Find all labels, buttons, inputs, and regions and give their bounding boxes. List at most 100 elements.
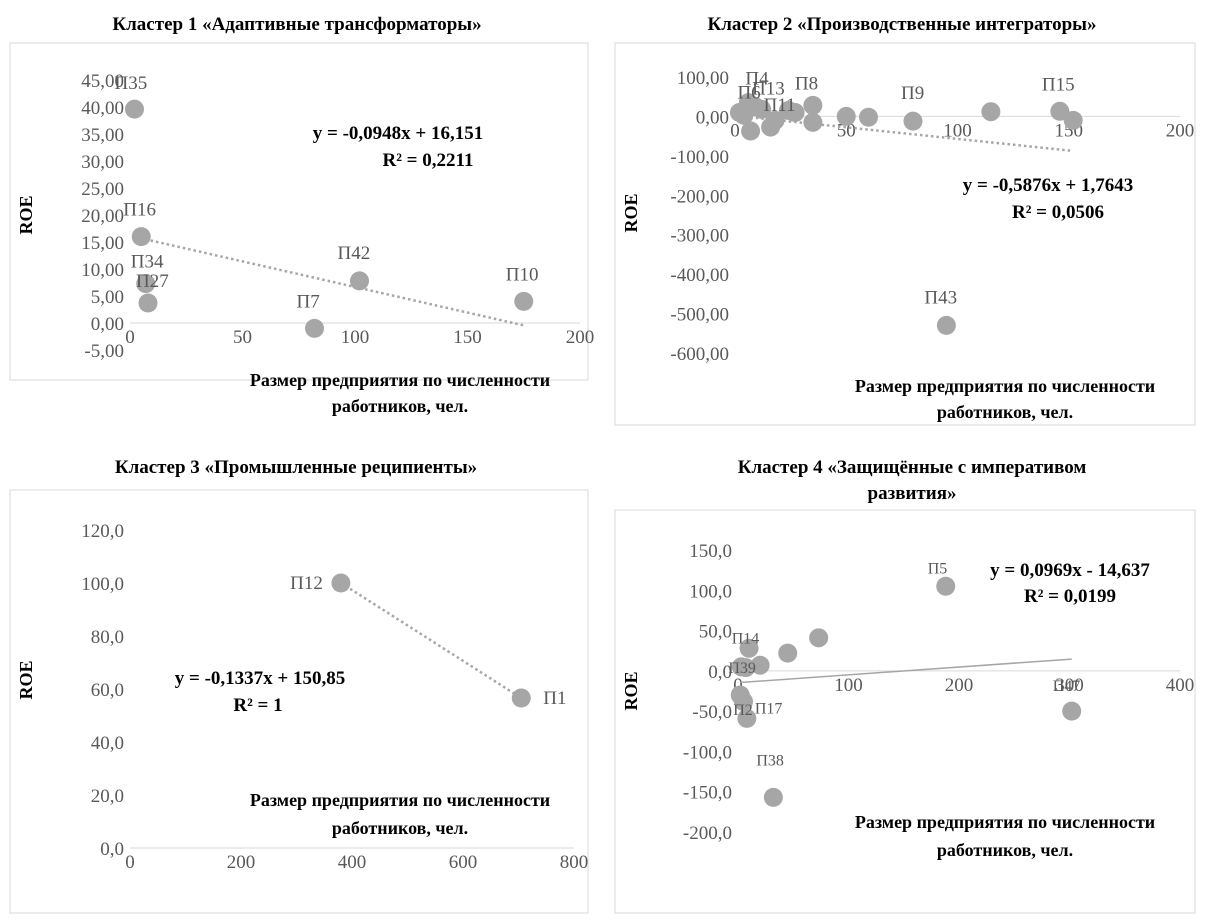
data-point: [803, 112, 823, 132]
y-tick-label: 25,00: [81, 179, 124, 200]
y-tick-label: 20,00: [81, 206, 124, 227]
chart-title: Кластер 4 «Защищённые с императивом разви…: [738, 457, 1087, 504]
point-label: П8: [795, 73, 818, 94]
x-tick-label: 100: [341, 327, 370, 348]
point-label: П1: [543, 688, 566, 709]
data-point: [739, 638, 759, 658]
chart-title-line: Кластер 4 «Защищённые с императивом: [738, 457, 1087, 478]
x-tick-label: 400: [1166, 675, 1195, 696]
y-tick-label: 150,0: [689, 541, 732, 562]
point-label: П38: [756, 752, 784, 769]
point-label: П27: [136, 271, 169, 292]
y-tick-label: -100,00: [670, 147, 729, 168]
data-point: [734, 691, 754, 711]
x-tick-label: 600: [449, 852, 478, 873]
data-point: [836, 106, 856, 126]
x-tick-label: 200: [566, 327, 595, 348]
chart-title: Кластер 1 «Адаптивные трансформаторы»: [112, 14, 481, 35]
data-point: [859, 107, 878, 127]
x-tick-label: 200: [945, 675, 974, 696]
x-tick-label: 0: [125, 327, 135, 348]
y-tick-label: 40,00: [81, 98, 124, 119]
point-label: П11: [764, 95, 796, 116]
data-point: [903, 111, 923, 131]
point-label: П6: [737, 82, 760, 103]
data-point: [1050, 101, 1070, 121]
x-axis-label: Размер предприятия по численности: [855, 376, 1155, 396]
y-tick-label: -200,00: [670, 186, 729, 207]
chart-title-line: развития»: [868, 483, 957, 504]
y-tick-label: 45,00: [81, 71, 124, 92]
y-tick-label: 60,0: [91, 680, 124, 701]
chart-title: Кластер 3 «Промышленные реципиенты»: [115, 457, 477, 478]
x-tick-label: 50: [233, 327, 252, 348]
data-point: [765, 110, 785, 130]
point-label: П2: [733, 702, 753, 719]
x-tick-label: 150: [453, 327, 482, 348]
point-label: П4: [745, 69, 769, 90]
y-tick-label: 40,0: [91, 733, 124, 754]
point-label: П13: [752, 79, 785, 100]
data-point: [350, 271, 369, 291]
y-tick-label: 0,0: [708, 662, 732, 683]
x-tick-label: 800: [560, 852, 589, 873]
data-point: [511, 688, 531, 708]
x-tick-label: 50: [837, 120, 856, 141]
x-axis-label: работников, чел.: [332, 818, 468, 838]
data-point: [1062, 701, 1082, 721]
chart-frame: [9, 42, 589, 381]
data-point: [514, 291, 534, 311]
data-point: [1063, 110, 1083, 130]
y-tick-label: 100,0: [81, 574, 124, 595]
x-axis-label: Размер предприятия по численности: [855, 812, 1155, 832]
point-label: П14: [732, 631, 760, 648]
x-axis-label: Размер предприятия по численности: [250, 790, 550, 810]
y-tick-label: -300,00: [670, 226, 729, 247]
y-axis-label: ROE: [621, 671, 641, 710]
data-point: [763, 787, 783, 807]
y-tick-label: 50,0: [699, 622, 732, 643]
y-tick-label: -50,0: [692, 702, 732, 723]
point-label: П7: [297, 291, 320, 312]
trend-r2: R² = 0,0506: [1012, 202, 1104, 223]
y-tick-label: 20,0: [91, 786, 124, 807]
y-tick-label: 30,00: [81, 152, 124, 173]
trendline: [340, 581, 522, 700]
trend-r2: R² = 0,0199: [1024, 586, 1116, 607]
y-tick-label: 15,00: [81, 233, 124, 254]
data-point: [936, 315, 956, 335]
data-point: [809, 628, 829, 648]
y-tick-label: 100,00: [677, 68, 729, 89]
point-label: П5: [928, 560, 948, 577]
chart-panel-cluster-1: Кластер 1 «Адаптивные трансформаторы» -5…: [9, 14, 595, 416]
y-axis-label: ROE: [16, 660, 36, 699]
chart-panel-cluster-4: Кластер 4 «Защищённые с императивом разви…: [614, 457, 1196, 914]
data-point: [750, 655, 770, 675]
chart-frame: [614, 42, 1196, 426]
x-tick-label: 100: [943, 120, 972, 141]
data-point: [736, 658, 756, 678]
y-tick-label: -500,00: [670, 305, 729, 326]
data-point: [741, 121, 761, 141]
point-label: П9: [901, 83, 924, 104]
point-label: П47: [1053, 678, 1081, 695]
data-point: [136, 274, 156, 294]
y-tick-label: 80,0: [91, 627, 124, 648]
y-tick-label: 5,00: [91, 287, 124, 308]
x-tick-label: 300: [1055, 675, 1084, 696]
y-tick-label: 10,00: [81, 260, 124, 281]
y-axis-label: ROE: [621, 193, 641, 232]
y-tick-label: 35,00: [81, 125, 124, 146]
x-tick-label: 200: [227, 852, 256, 873]
trendline: [740, 658, 1072, 684]
x-tick-label: 0: [733, 675, 743, 696]
data-point: [981, 102, 1001, 122]
y-tick-label: -200,0: [683, 823, 732, 844]
x-tick-label: 400: [338, 852, 367, 873]
x-tick-label: 100: [834, 675, 863, 696]
trend-r2: R² = 0,2211: [383, 150, 474, 171]
data-point: [752, 99, 772, 119]
data-point: [785, 102, 805, 122]
point-label: П35: [115, 73, 148, 94]
y-tick-label: 100,0: [689, 581, 732, 602]
